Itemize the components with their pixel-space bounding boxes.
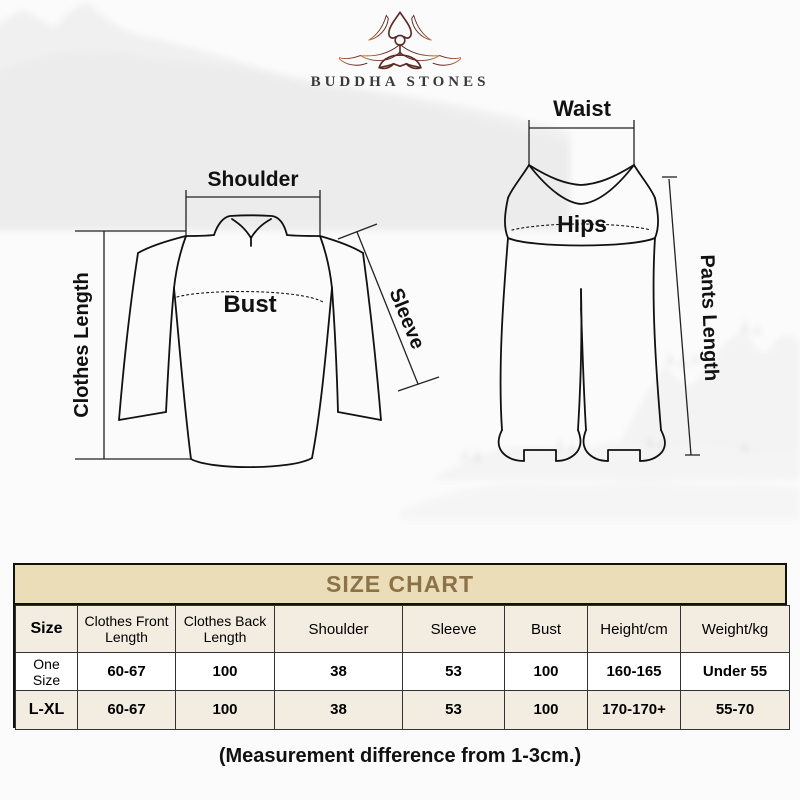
svg-text:Clothes Length: Clothes Length bbox=[71, 272, 93, 418]
svg-text:Sleeve: Sleeve bbox=[384, 285, 428, 352]
svg-text:Waist: Waist bbox=[553, 96, 612, 121]
svg-text:Pants Length: Pants Length bbox=[696, 254, 722, 381]
svg-text:Bust: Bust bbox=[223, 291, 276, 318]
svg-text:Shoulder: Shoulder bbox=[207, 168, 298, 191]
svg-text:Hips: Hips bbox=[557, 211, 607, 237]
